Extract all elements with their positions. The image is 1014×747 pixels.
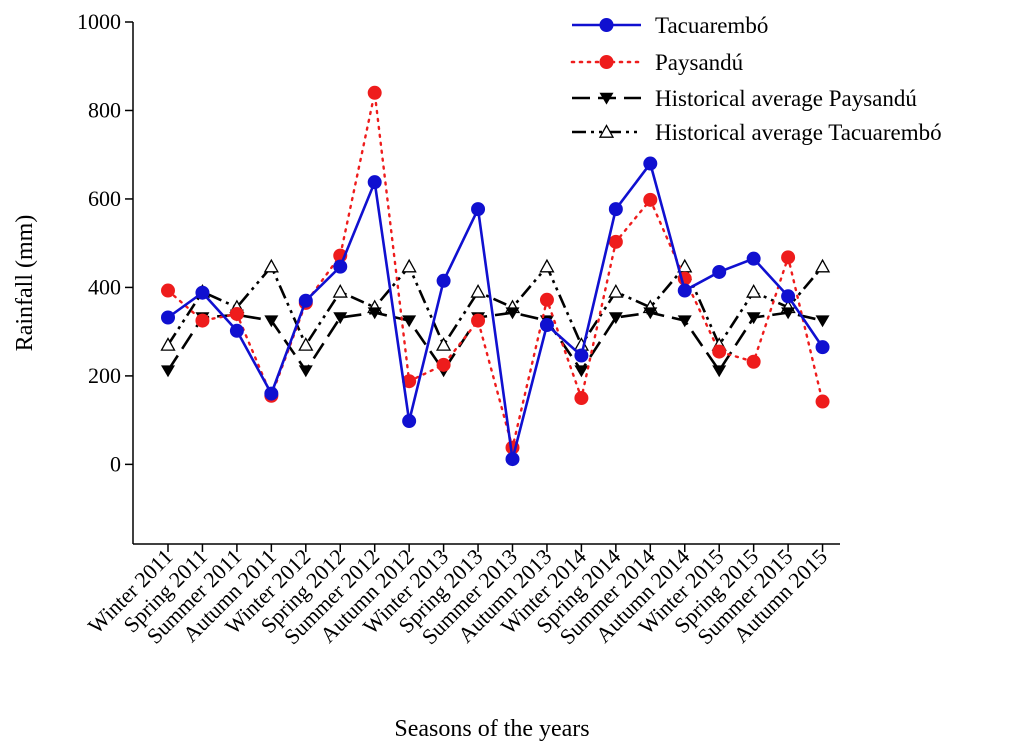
x-axis-title: Seasons of the years	[394, 716, 589, 742]
series-1-point	[161, 310, 175, 325]
series-1-point	[712, 264, 727, 279]
series-1-point	[746, 251, 761, 266]
series-2-point	[643, 192, 658, 207]
legend-entry-4-marker	[598, 124, 615, 138]
legend-entry-1-label: Tacuarembó	[655, 13, 768, 38]
series-4-point	[160, 337, 176, 351]
legend-entry-3-label: Historical average Paysandú	[655, 86, 917, 111]
series-2-point	[367, 85, 382, 100]
series-4-point	[435, 337, 452, 351]
series-3-line	[166, 311, 823, 373]
series-1-point	[781, 289, 796, 304]
series-1-point	[229, 323, 244, 338]
series-1-point	[643, 156, 658, 171]
series-3-point	[815, 315, 830, 328]
series-1-point	[195, 285, 210, 300]
series-2-point	[815, 394, 830, 409]
series-2-point	[161, 283, 175, 298]
y-tick-label: 800	[88, 97, 121, 122]
legend-entry-2-label: Paysandú	[655, 50, 744, 75]
series-3-point	[333, 312, 348, 325]
series-2-point	[574, 391, 589, 406]
series-1-point	[539, 318, 554, 333]
series-2-point	[471, 313, 486, 328]
y-tick-label: 200	[88, 363, 121, 388]
series-3-point	[161, 365, 175, 378]
series-2-point	[608, 234, 623, 249]
series-3-point	[264, 315, 279, 328]
series-1-point	[436, 273, 451, 288]
series-1-point	[677, 283, 692, 298]
series-3-point	[367, 307, 382, 320]
series-2-point	[436, 357, 451, 372]
legend-entry-2-marker	[599, 55, 614, 69]
y-axis-title: Rainfall (mm)	[12, 215, 38, 352]
series-1-point	[402, 414, 417, 429]
series-1-point	[574, 348, 589, 363]
y-tick-label: 1000	[77, 9, 121, 34]
series-1-point	[815, 340, 830, 355]
y-tick-label: 400	[88, 274, 121, 299]
series-2-point	[229, 306, 244, 321]
series-4-point	[263, 258, 279, 273]
series-1-point	[264, 386, 279, 401]
series-3-point	[574, 365, 589, 378]
legend-entry-1-marker	[599, 18, 614, 32]
y-tick-label: 600	[88, 186, 121, 211]
series-2-point	[195, 313, 210, 328]
series-2-point	[781, 250, 796, 265]
series-4-line	[166, 264, 824, 348]
series-4-point	[539, 258, 555, 273]
series-1-line	[167, 160, 824, 460]
series-4-point	[401, 258, 417, 273]
series-4-point	[814, 258, 831, 273]
series-4-point	[746, 284, 762, 298]
series-2-point	[746, 354, 761, 369]
series-2-point	[539, 292, 554, 307]
series-4-point	[470, 284, 486, 298]
series-3-point	[643, 307, 658, 320]
series-1-point	[608, 202, 623, 217]
series-1-point	[367, 175, 382, 190]
series-3-point	[712, 365, 727, 378]
series-1-point	[505, 452, 520, 467]
series-3-point	[781, 307, 796, 320]
series-3-point	[677, 315, 692, 328]
series-3-point	[608, 312, 623, 325]
y-tick-label: 0	[110, 451, 121, 476]
series-3-point	[505, 307, 520, 320]
series-4-point	[332, 284, 348, 298]
series-2-point	[712, 344, 727, 359]
series-1-point	[471, 202, 486, 217]
series-1-point	[298, 293, 313, 308]
legend-entry-4-label: Historical average Tacuarembó	[655, 120, 942, 145]
series-4-point	[608, 284, 624, 298]
series-3-point	[402, 315, 417, 328]
series-3-point	[298, 365, 313, 378]
series-1-point	[333, 259, 348, 274]
series-3-point	[746, 312, 761, 325]
legend-entry-3-marker	[599, 92, 614, 105]
series-4-point	[298, 337, 314, 351]
